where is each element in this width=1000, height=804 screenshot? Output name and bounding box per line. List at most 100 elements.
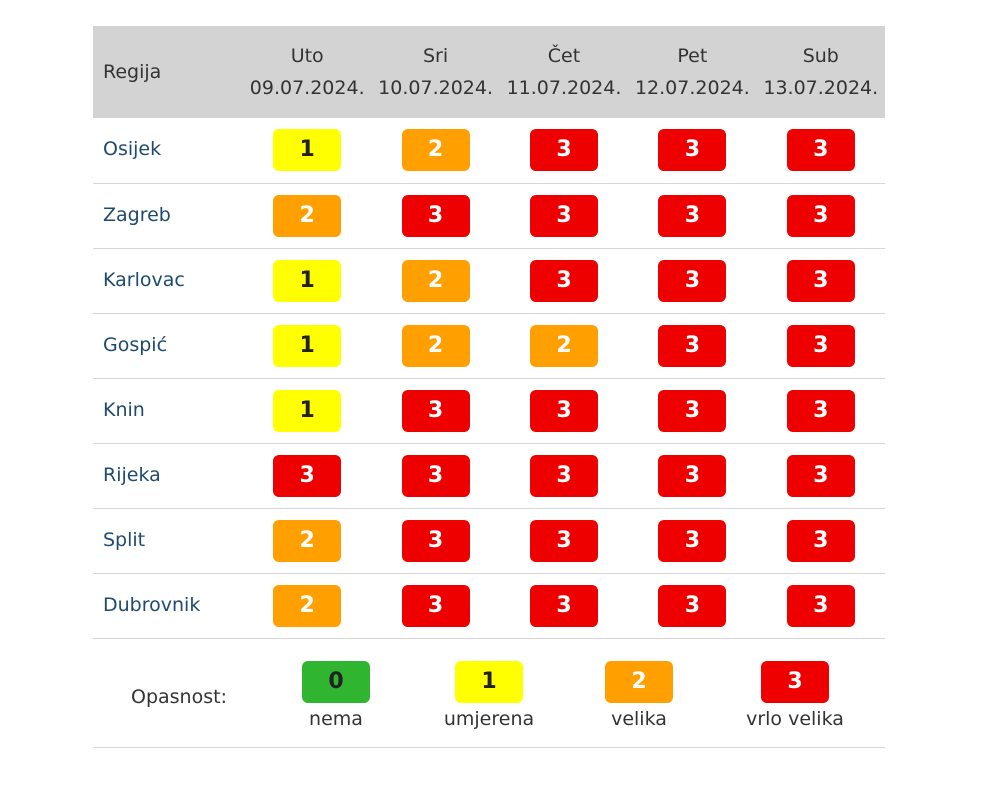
day-date: 13.07.2024.: [763, 77, 879, 99]
danger-level-badge: 3: [786, 584, 855, 627]
danger-level-badge: 3: [273, 454, 342, 497]
legend-text: velika: [611, 707, 667, 730]
danger-level-cell: 3: [628, 573, 756, 638]
danger-level-cell: 3: [371, 378, 499, 443]
day-header-0: Uto 09.07.2024.: [243, 26, 371, 118]
danger-level-cell: 3: [757, 313, 885, 378]
danger-level-badge: 3: [658, 194, 727, 237]
danger-level-badge: 3: [658, 129, 727, 172]
danger-level-badge: 1: [273, 324, 342, 367]
danger-level-cell: 3: [500, 508, 628, 573]
table-row: Zagreb 2 3 3 3 3: [93, 183, 885, 248]
table-row: Split 2 3 3 3 3: [93, 508, 885, 573]
table-row: Osijek 1 2 3 3 3: [93, 118, 885, 183]
danger-level-cell: 2: [371, 248, 499, 313]
danger-level-badge: 3: [786, 324, 855, 367]
day-date: 10.07.2024.: [378, 77, 493, 99]
legend-item-0: 0 nema: [266, 660, 406, 730]
danger-level-cell: 3: [628, 248, 756, 313]
danger-level-badge: 3: [529, 454, 598, 497]
danger-level-cell: 3: [628, 313, 756, 378]
legend-item-1: 1 umjerena: [419, 660, 559, 730]
danger-level-cell: 2: [243, 183, 371, 248]
danger-level-cell: 3: [628, 443, 756, 508]
legend-badge: 3: [761, 660, 829, 703]
danger-level-badge: 2: [273, 194, 342, 237]
legend-label: Opasnost:: [131, 685, 227, 708]
table-body: Osijek 1 2 3 3 3 Zagreb 2 3 3 3 3 Karlovac 1 2 3 3 3 Gospi…: [93, 118, 885, 638]
danger-level-cell: 3: [628, 378, 756, 443]
danger-level-badge: 3: [529, 129, 598, 172]
day-name: Sri: [423, 45, 449, 67]
danger-level-badge: 3: [786, 194, 855, 237]
day-date: 09.07.2024.: [249, 77, 365, 99]
table-row: Dubrovnik 2 3 3 3 3: [93, 573, 885, 638]
danger-level-cell: 3: [371, 573, 499, 638]
legend-badge: 1: [455, 660, 523, 703]
danger-level-cell: 3: [500, 443, 628, 508]
legend-item-3: 3 vrlo velika: [725, 660, 865, 730]
danger-level-cell: 1: [243, 313, 371, 378]
region-name: Zagreb: [103, 203, 171, 226]
danger-level-cell: 3: [628, 508, 756, 573]
danger-level-cell: 3: [500, 118, 628, 183]
legend-badge: 0: [302, 660, 370, 703]
danger-level-cell: 3: [628, 183, 756, 248]
day-name: Čet: [547, 45, 581, 67]
danger-level-badge: 3: [401, 584, 470, 627]
day-header-1: Sri 10.07.2024.: [371, 26, 499, 118]
table-row: Gospić 1 2 2 3 3: [93, 313, 885, 378]
danger-legend: Opasnost: 0 nema 1 umjerena 2 velika 3 v…: [93, 639, 885, 748]
table-row: Rijeka 3 3 3 3 3: [93, 443, 885, 508]
danger-level-cell: 2: [371, 313, 499, 378]
region-name: Karlovac: [103, 268, 185, 291]
legend-text: umjerena: [443, 707, 535, 730]
danger-level-badge: 3: [658, 324, 727, 367]
region-column-header: Regija: [103, 61, 162, 83]
forecast-table: Regija Uto 09.07.2024. Sri 10.07.2024. Čet…: [93, 26, 885, 639]
danger-level-badge: 3: [658, 259, 727, 302]
table-header-row: Regija Uto 09.07.2024. Sri 10.07.2024. Čet…: [93, 26, 885, 118]
danger-level-cell: 3: [757, 573, 885, 638]
danger-level-badge: 3: [658, 519, 727, 562]
danger-level-badge: 3: [658, 389, 727, 432]
danger-level-cell: 1: [243, 118, 371, 183]
danger-level-cell: 2: [371, 118, 499, 183]
region-name: Dubrovnik: [103, 593, 201, 616]
danger-level-badge: 1: [273, 129, 342, 172]
danger-level-badge: 3: [529, 584, 598, 627]
danger-level-badge: 1: [273, 389, 342, 432]
danger-level-cell: 3: [500, 378, 628, 443]
danger-level-cell: 2: [500, 313, 628, 378]
danger-level-badge: 3: [401, 194, 470, 237]
danger-level-badge: 3: [658, 584, 727, 627]
danger-level-badge: 2: [401, 259, 470, 302]
danger-level-cell: 3: [371, 183, 499, 248]
danger-level-badge: 3: [401, 454, 470, 497]
legend-item-2: 2 velika: [569, 660, 709, 730]
table-row: Knin 1 3 3 3 3: [93, 378, 885, 443]
danger-level-badge: 3: [786, 454, 855, 497]
danger-level-badge: 3: [786, 519, 855, 562]
day-header-2: Čet 11.07.2024.: [500, 26, 628, 118]
day-name: Uto: [290, 45, 324, 67]
region-name: Osijek: [103, 138, 162, 161]
danger-level-badge: 3: [529, 259, 598, 302]
danger-level-cell: 3: [371, 508, 499, 573]
danger-level-badge: 3: [786, 259, 855, 302]
danger-level-cell: 3: [757, 508, 885, 573]
danger-level-badge: 2: [529, 324, 598, 367]
table-row: Karlovac 1 2 3 3 3: [93, 248, 885, 313]
danger-level-cell: 1: [243, 248, 371, 313]
day-name: Pet: [677, 45, 708, 67]
danger-level-badge: 2: [273, 519, 342, 562]
region-name: Split: [103, 528, 146, 551]
danger-level-cell: 3: [500, 248, 628, 313]
region-name: Gospić: [103, 333, 168, 356]
legend-badge: 2: [605, 660, 673, 703]
danger-level-badge: 3: [529, 194, 598, 237]
danger-level-badge: 3: [529, 389, 598, 432]
danger-level-cell: 3: [757, 183, 885, 248]
danger-level-cell: 3: [757, 378, 885, 443]
danger-level-cell: 2: [243, 573, 371, 638]
